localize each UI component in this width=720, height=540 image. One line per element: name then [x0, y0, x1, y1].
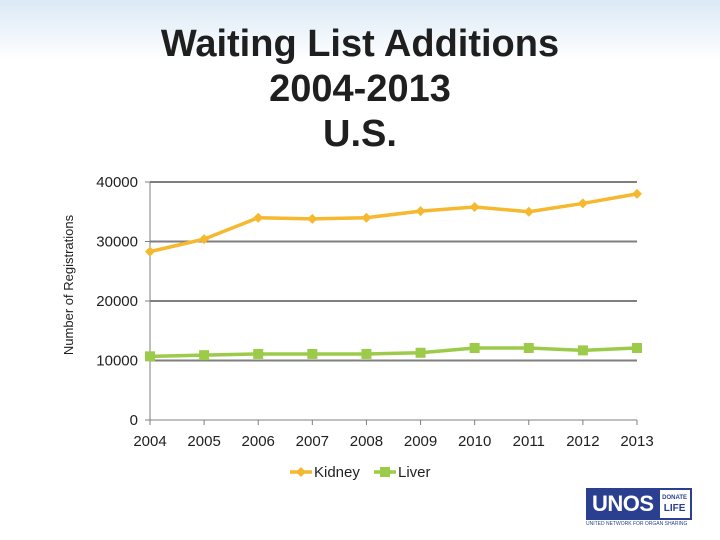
logo-side: DONATE LIFE	[659, 490, 690, 518]
liver-point	[577, 345, 588, 356]
y-tick-label: 10000	[96, 353, 138, 370]
y-axis-label: Number of Registrations	[61, 214, 76, 355]
liver-line	[149, 346, 638, 359]
kidney-point	[523, 206, 534, 217]
kidney-point	[307, 213, 318, 224]
header-banner	[0, 0, 720, 60]
kidney-point	[469, 201, 480, 212]
y-tick-label: 40000	[96, 174, 138, 191]
y-tick-label: 30000	[96, 234, 138, 251]
legend-label-kidney: Kidney	[314, 464, 360, 481]
legend-item-kidney: Kidney	[290, 464, 360, 481]
liver-point	[361, 348, 372, 359]
unos-logo: UNOS DONATE LIFE UNITED NETWORK FOR ORGA…	[586, 488, 696, 528]
logo-side-bottom: LIFE	[663, 503, 686, 514]
x-tick-label: 2009	[404, 433, 437, 450]
logo-side-top: DONATE	[662, 495, 687, 501]
title-line-3: U.S.	[323, 113, 397, 155]
x-tick-label: 2006	[242, 433, 275, 450]
liver-point	[523, 343, 534, 354]
liver-point	[469, 343, 480, 354]
series	[145, 188, 642, 362]
title-line-1: Waiting List Additions	[160, 23, 560, 65]
kidney-point	[632, 188, 642, 199]
x-tick-label: 2011	[513, 433, 545, 450]
legend: Kidney Liver	[290, 464, 431, 481]
kidney-point	[361, 212, 372, 223]
legend-label-liver: Liver	[398, 464, 431, 481]
y-tick-label: 0	[130, 412, 138, 429]
kidney-point	[415, 206, 426, 217]
x-tick-label: 2004	[133, 433, 166, 450]
liver-point	[632, 343, 642, 354]
x-tick-labels: 2004 2005 2006 2007 2008 2009 2010 2011 2012 2013	[133, 433, 653, 450]
legend-item-liver: Liver	[374, 464, 431, 481]
legend-marker-kidney	[296, 467, 306, 477]
x-tick-label: 2007	[296, 433, 329, 450]
y-tick-label: 20000	[96, 293, 138, 310]
x-tick-label: 2008	[350, 433, 383, 450]
axes	[145, 181, 638, 425]
kidney-point	[145, 246, 155, 257]
liver-point	[307, 348, 318, 359]
legend-marker-liver	[380, 467, 390, 477]
liver-point	[145, 351, 155, 362]
liver-point	[199, 350, 210, 361]
y-tick-labels: 0 10000 20000 30000 40000	[96, 174, 138, 429]
liver-point	[415, 347, 426, 358]
x-tick-label: 2013	[620, 433, 653, 450]
kidney-point	[199, 234, 210, 245]
x-tick-label: 2012	[566, 433, 599, 450]
unos-logo-box: UNOS DONATE LIFE	[586, 488, 692, 520]
kidney-point	[577, 198, 588, 209]
x-tick-label: 2005	[187, 433, 220, 450]
liver-series	[145, 343, 642, 362]
kidney-series	[145, 188, 642, 257]
kidney-point	[253, 212, 264, 223]
gridlines	[150, 181, 637, 362]
kidney-line	[149, 192, 638, 254]
logo-main-text: UNOS	[588, 490, 660, 518]
title-line-2: 2004-2013	[269, 68, 451, 110]
liver-point	[253, 348, 264, 359]
chart-title: Waiting List Additions 2004-2013 U.S.	[0, 22, 720, 157]
logo-tagline: UNITED NETWORK FOR ORGAN SHARING	[586, 521, 688, 527]
x-tick-label: 2010	[458, 433, 491, 450]
